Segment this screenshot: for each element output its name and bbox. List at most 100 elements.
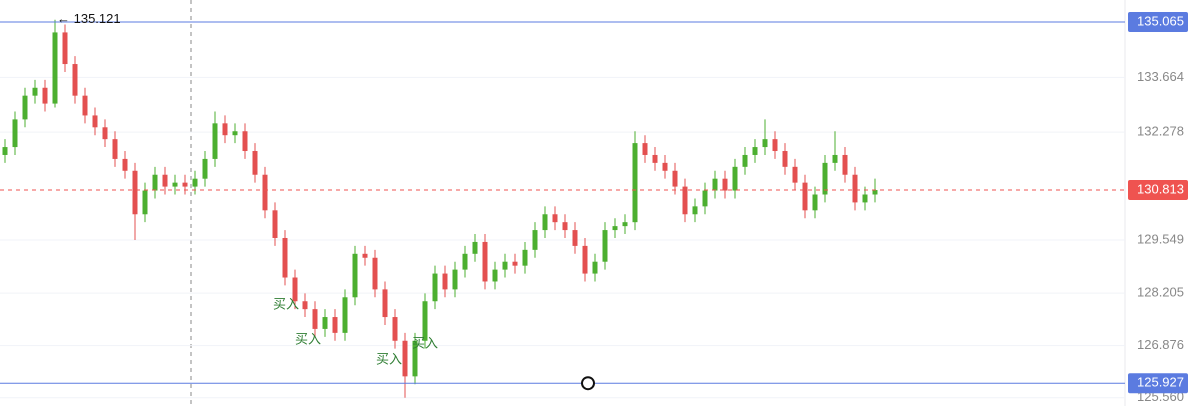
candle-body — [822, 162, 828, 195]
candle-body — [2, 147, 8, 155]
candle-body — [302, 301, 308, 310]
candle-body — [132, 170, 138, 215]
y-tick-label: 126.876 — [1137, 337, 1184, 352]
candle-body — [572, 230, 578, 246]
candle-body — [662, 162, 668, 171]
candle-body — [312, 309, 318, 329]
candle-body — [102, 127, 108, 140]
buy-annotation: 买入 — [295, 331, 321, 346]
candle-body — [142, 190, 148, 215]
candle-body — [242, 131, 248, 152]
candle-body — [12, 119, 18, 148]
candle-body — [282, 237, 288, 278]
candle-body — [352, 253, 358, 298]
candle-body — [852, 174, 858, 203]
candle-body — [642, 143, 648, 155]
candle-body — [152, 174, 158, 191]
candle-body — [372, 257, 378, 290]
candle-body — [782, 151, 788, 167]
y-tick-label: 132.278 — [1137, 124, 1184, 139]
candle-body — [482, 241, 488, 282]
candle-body — [862, 194, 868, 203]
candle-body — [712, 178, 718, 191]
candle-body — [252, 151, 258, 175]
buy-annotation: 买入 — [412, 335, 438, 350]
candle-body — [692, 206, 698, 215]
candle-body — [422, 301, 428, 341]
buy-annotation: 买入 — [376, 351, 402, 366]
candle-body — [112, 139, 118, 159]
price-label-box — [1128, 180, 1188, 201]
candle-body — [212, 123, 218, 159]
price-label: 125.927 — [1137, 375, 1184, 390]
candle-body — [872, 190, 878, 195]
candle-body — [192, 178, 198, 187]
candle-body — [222, 123, 228, 136]
candle-body — [762, 139, 768, 148]
candle-body — [802, 182, 808, 211]
candle-body — [412, 340, 418, 377]
candle-body — [82, 95, 88, 116]
candle-body — [92, 115, 98, 128]
candle-body — [672, 170, 678, 187]
candle-body — [202, 158, 208, 179]
candle-body — [442, 273, 448, 290]
candle-body — [602, 230, 608, 262]
candle-body — [52, 32, 58, 104]
candle-body — [472, 241, 478, 254]
candle-body — [22, 95, 28, 120]
candle-body — [752, 147, 758, 155]
candle-body — [122, 158, 128, 171]
drag-handle — [581, 376, 595, 391]
candle-body — [842, 154, 848, 175]
candle-body — [812, 194, 818, 211]
candle-body — [392, 317, 398, 341]
candle-body — [722, 178, 728, 191]
candle-body — [172, 182, 178, 187]
candle-body — [772, 139, 778, 152]
candle-body — [382, 289, 388, 318]
candle-body — [402, 340, 408, 377]
candle-body — [342, 297, 348, 333]
candle-body — [292, 277, 298, 302]
y-tick-label: 128.205 — [1137, 285, 1184, 300]
price-label-box — [1128, 373, 1188, 394]
candle-body — [732, 166, 738, 191]
candle-body — [702, 190, 708, 207]
candle-body — [42, 87, 48, 104]
high-marker: ← 135.121 — [57, 11, 121, 26]
candle-body — [62, 32, 68, 65]
price-axis — [1125, 0, 1200, 406]
candle-body — [562, 222, 568, 231]
candle-body — [622, 222, 628, 227]
candle-body — [262, 174, 268, 211]
candle-body — [72, 64, 78, 96]
candle-body — [522, 249, 528, 266]
candle-body — [652, 154, 658, 163]
candle-body — [162, 174, 168, 187]
candle-body — [532, 230, 538, 250]
candle-body — [32, 87, 38, 96]
candle-body — [632, 143, 638, 223]
candle-body — [742, 154, 748, 167]
candle-body — [452, 269, 458, 290]
candle-body — [322, 317, 328, 329]
price-label: 130.813 — [1137, 181, 1184, 196]
candle-body — [582, 245, 588, 274]
candle-body — [462, 253, 468, 270]
buy-annotation: 买入 — [273, 296, 299, 311]
candle-body — [362, 253, 368, 258]
y-tick-label: 129.549 — [1137, 231, 1184, 246]
candle-body — [612, 226, 618, 231]
candle-body — [682, 186, 688, 215]
price-label-box — [1128, 11, 1188, 32]
y-tick-label: 133.664 — [1137, 69, 1184, 84]
candle-body — [502, 261, 508, 270]
candle-body — [432, 273, 438, 302]
candle-body — [512, 261, 518, 266]
candle-body — [552, 214, 558, 223]
candle-body — [492, 269, 498, 282]
price-label: 135.065 — [1137, 13, 1184, 28]
candle-body — [232, 131, 238, 136]
